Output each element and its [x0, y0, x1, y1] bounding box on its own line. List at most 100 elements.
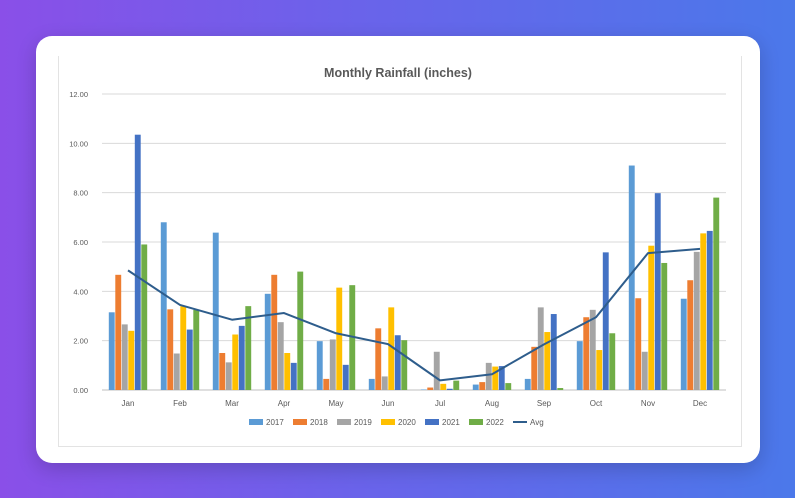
- x-tick-label: May: [328, 399, 343, 408]
- bar-2022-aug: [505, 383, 512, 390]
- bar-2021-apr: [290, 362, 297, 390]
- bar-2018-dec: [687, 280, 694, 390]
- bar-2022-oct: [609, 333, 616, 390]
- chart-title: Monthly Rainfall (inches): [324, 66, 472, 80]
- bar-2021-aug: [498, 366, 505, 390]
- legend-label: 2022: [486, 418, 504, 427]
- x-tick-label: Feb: [173, 399, 187, 408]
- bar-2019-oct: [589, 309, 596, 390]
- bar-2021-oct: [602, 252, 609, 390]
- bar-2019-feb: [173, 353, 180, 390]
- bar-2022-jan: [141, 244, 148, 390]
- legend-label: Avg: [530, 418, 544, 427]
- x-tick-label: Apr: [278, 399, 291, 408]
- bar-2019-nov: [641, 351, 648, 390]
- y-tick-label: 0.00: [73, 386, 88, 395]
- bar-2017-sep: [524, 378, 531, 390]
- bar-2021-dec: [706, 230, 713, 390]
- bar-2020-jan: [128, 330, 135, 390]
- x-tick-label: Mar: [225, 399, 239, 408]
- bar-2022-jun: [401, 340, 408, 390]
- legend-label: 2020: [398, 418, 416, 427]
- bar-2018-apr: [271, 274, 278, 390]
- bar-2018-jul: [427, 387, 434, 390]
- bar-2018-feb: [167, 309, 174, 390]
- bar-2021-feb: [186, 329, 193, 390]
- bar-2019-apr: [277, 322, 284, 390]
- y-tick-label: 4.00: [73, 287, 88, 296]
- bar-2021-jul: [446, 388, 453, 390]
- bar-2017-apr: [264, 293, 271, 390]
- bar-2022-sep: [557, 388, 564, 390]
- bar-2018-sep: [531, 346, 538, 390]
- bar-2022-mar: [245, 306, 252, 390]
- avg-line: [127, 247, 701, 382]
- chart-card: Monthly Rainfall (inches) 0.00 2.00 4.00 6.…: [36, 36, 760, 463]
- bar-2018-may: [323, 378, 330, 390]
- y-tick-label: 2.00: [73, 337, 88, 346]
- bar-2022-apr: [297, 271, 304, 390]
- bar-2017-jan: [108, 312, 115, 390]
- x-tick-label: Nov: [641, 399, 655, 408]
- legend-label: 2019: [354, 418, 372, 427]
- bar-2018-mar: [219, 353, 226, 390]
- bar-2020-sep: [544, 332, 551, 390]
- bar-2020-oct: [596, 350, 603, 390]
- bar-2022-dec: [713, 197, 720, 390]
- bar-2022-nov: [661, 262, 668, 390]
- bar-2020-aug: [492, 366, 499, 390]
- bar-2017-aug: [472, 384, 479, 390]
- bar-2019-sep: [537, 307, 544, 390]
- spreadsheet-frame: [58, 56, 742, 447]
- legend-swatch-2020: [381, 419, 395, 425]
- bar-2019-mar: [225, 362, 232, 390]
- y-tick-label: 6.00: [73, 238, 88, 247]
- bar-2019-jun: [381, 376, 388, 390]
- bar-2019-dec: [693, 251, 700, 390]
- bar-2021-may: [342, 364, 349, 390]
- legend-label: 2021: [442, 418, 460, 427]
- x-tick-label: Aug: [485, 399, 499, 408]
- bar-2017-may: [316, 341, 323, 390]
- bar-2018-oct: [583, 317, 590, 390]
- bar-2020-nov: [648, 245, 655, 390]
- bar-2020-feb: [180, 306, 187, 390]
- bar-2021-sep: [550, 314, 557, 390]
- bar-2017-jun: [368, 378, 375, 390]
- bar-2020-jun: [388, 307, 395, 390]
- bar-2020-mar: [232, 334, 239, 390]
- bar-2017-mar: [212, 232, 219, 390]
- bar-2022-feb: [193, 309, 200, 390]
- bar-2022-jul: [453, 380, 460, 390]
- bar-2021-jun: [394, 335, 401, 390]
- bar-2019-jul: [433, 351, 440, 390]
- x-tick-label: Oct: [590, 399, 603, 408]
- bar-2020-dec: [700, 233, 707, 390]
- bar-2017-dec: [680, 298, 687, 390]
- bar-2018-jan: [115, 274, 122, 390]
- bar-2021-mar: [238, 325, 245, 390]
- bar-2019-may: [329, 339, 336, 390]
- bar-2021-nov: [654, 193, 661, 390]
- bar-2017-nov: [628, 165, 635, 390]
- x-tick-label: Dec: [693, 399, 707, 408]
- legend-swatch-2021: [425, 419, 439, 425]
- legend-swatch-2018: [293, 419, 307, 425]
- bar-2019-jan: [121, 324, 128, 390]
- bar-2020-apr: [284, 353, 291, 390]
- x-tick-label: Jul: [435, 399, 445, 408]
- legend-label: 2017: [266, 418, 284, 427]
- x-tick-label: Jan: [122, 399, 135, 408]
- bar-2020-jul: [440, 383, 447, 390]
- legend-label: 2018: [310, 418, 328, 427]
- bar-2021-jan: [134, 134, 141, 390]
- bar-2017-oct: [576, 341, 583, 390]
- x-tick-label: Jun: [382, 399, 395, 408]
- y-tick-label: 12.00: [69, 90, 88, 99]
- bar-2017-feb: [160, 222, 167, 390]
- bar-2019-aug: [485, 362, 492, 390]
- bar-2020-may: [336, 287, 343, 390]
- x-tick-label: Sep: [537, 399, 552, 408]
- rainfall-chart: Monthly Rainfall (inches) 0.00 2.00 4.00 6.…: [69, 66, 726, 427]
- legend-swatch-2019: [337, 419, 351, 425]
